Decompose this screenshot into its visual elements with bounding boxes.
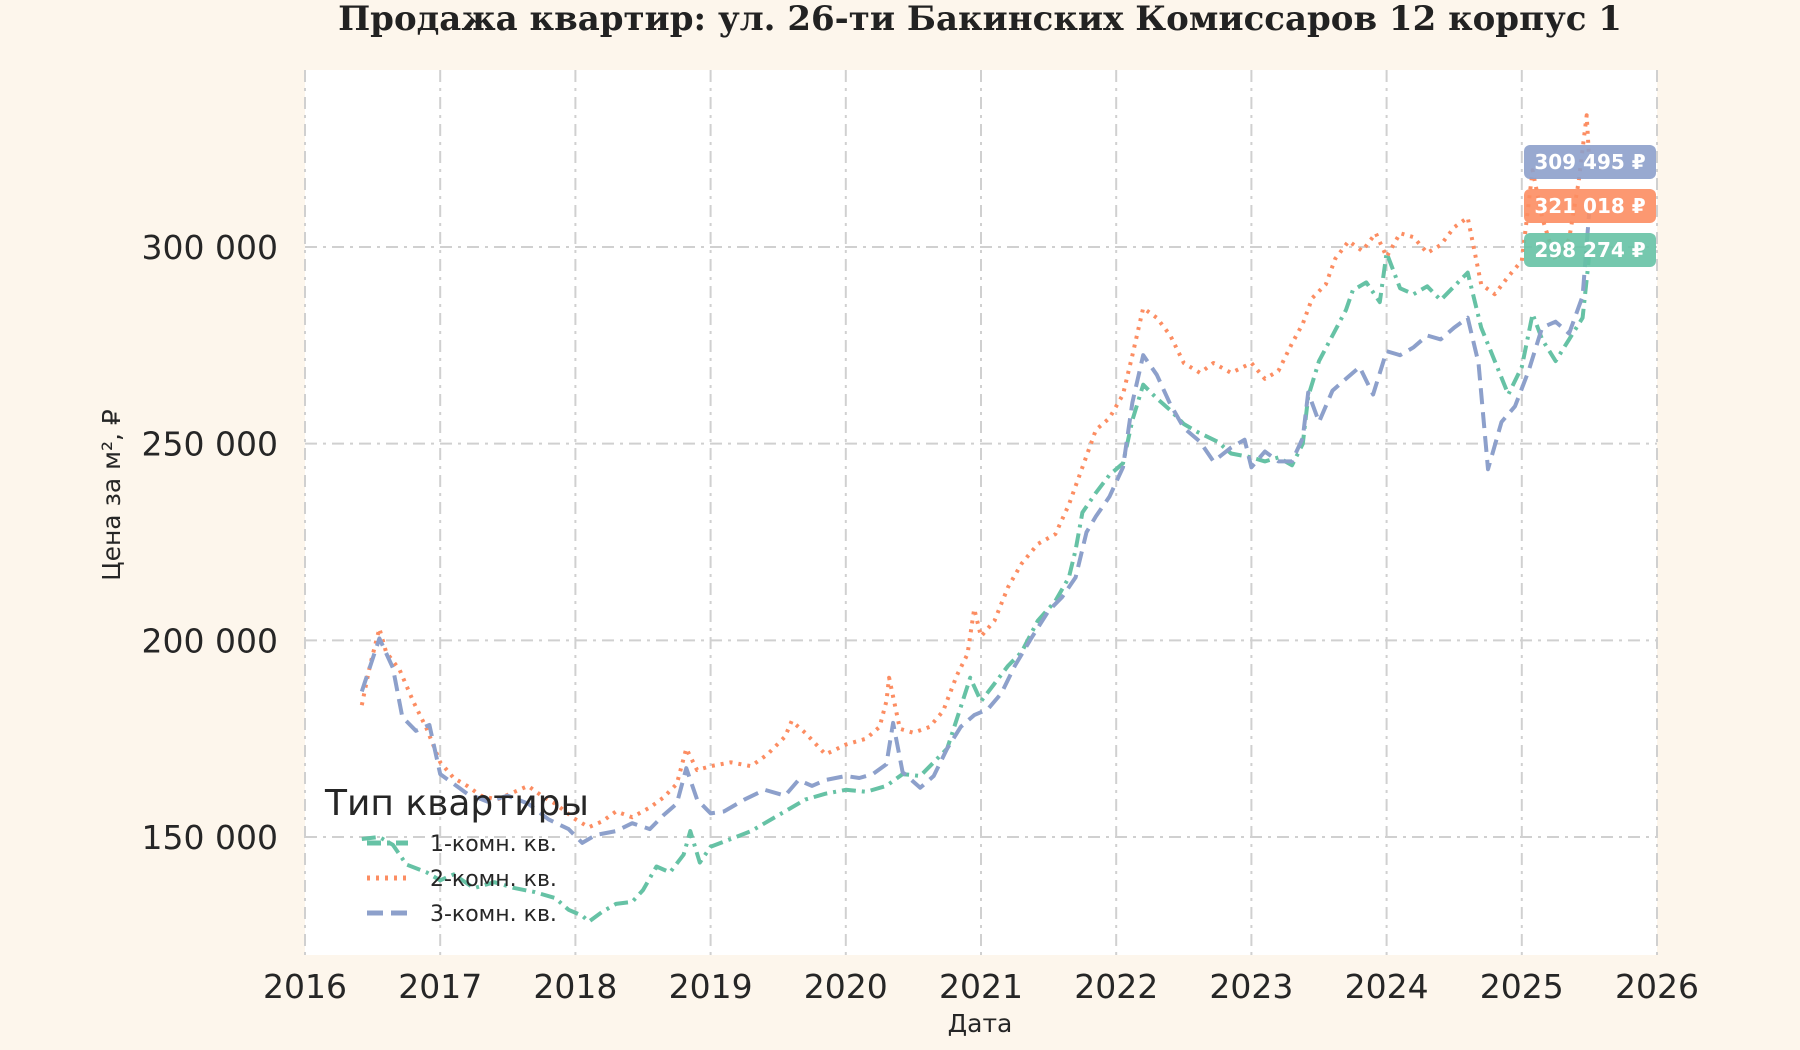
y-tick-label: 200 000 (142, 621, 278, 660)
x-tick-label: 2024 (1345, 967, 1429, 1006)
y-axis: 150 000 200 000 250 000 300 000 (142, 228, 278, 857)
end-label-text: 309 495 ₽ (1534, 150, 1645, 174)
x-axis: 2016 2017 2018 2019 2020 2021 2022 2023 2024 2025… (263, 967, 1699, 1006)
end-labels: 298 274 ₽ 321 018 ₽ 309 495 ₽ (1524, 145, 1656, 267)
y-tick-label: 150 000 (142, 818, 278, 857)
end-label-text: 321 018 ₽ (1534, 194, 1645, 218)
x-tick-label: 2021 (939, 967, 1023, 1006)
x-tick-label: 2023 (1209, 967, 1293, 1006)
x-tick-label: 2022 (1074, 967, 1158, 1006)
legend-title: Тип квартиры (324, 783, 589, 824)
legend-entry-label: 1-комн. кв. (430, 832, 557, 857)
x-tick-label: 2018 (533, 967, 617, 1006)
x-tick-label: 2017 (398, 967, 482, 1006)
legend-entry-label: 2-комн. кв. (430, 867, 557, 892)
series-group (359, 113, 1592, 924)
x-tick-label: 2019 (669, 967, 753, 1006)
end-label-text: 298 274 ₽ (1534, 238, 1645, 262)
chart-title: Продажа квартир: ул. 26-ти Бакинских Ком… (338, 0, 1622, 39)
x-tick-label: 2020 (804, 967, 888, 1006)
legend-entry-label: 3-комн. кв. (430, 902, 557, 927)
y-axis-label: Цена за м², ₽ (97, 409, 126, 581)
y-tick-label: 300 000 (142, 228, 278, 267)
x-tick-label: 2026 (1615, 967, 1699, 1006)
x-axis-label: Дата (948, 1009, 1013, 1038)
end-label-badge (1524, 189, 1656, 223)
x-tick-label: 2025 (1480, 967, 1564, 1006)
end-label-badge (1524, 145, 1656, 179)
legend: Тип квартиры 1-комн. кв. 2-комн. кв. 3-ком… (324, 783, 589, 927)
grid (304, 70, 1658, 955)
series-line-1 (361, 250, 1592, 924)
x-tick-label: 2016 (263, 967, 347, 1006)
end-label-badge (1524, 233, 1656, 267)
y-tick-label: 250 000 (142, 425, 278, 464)
